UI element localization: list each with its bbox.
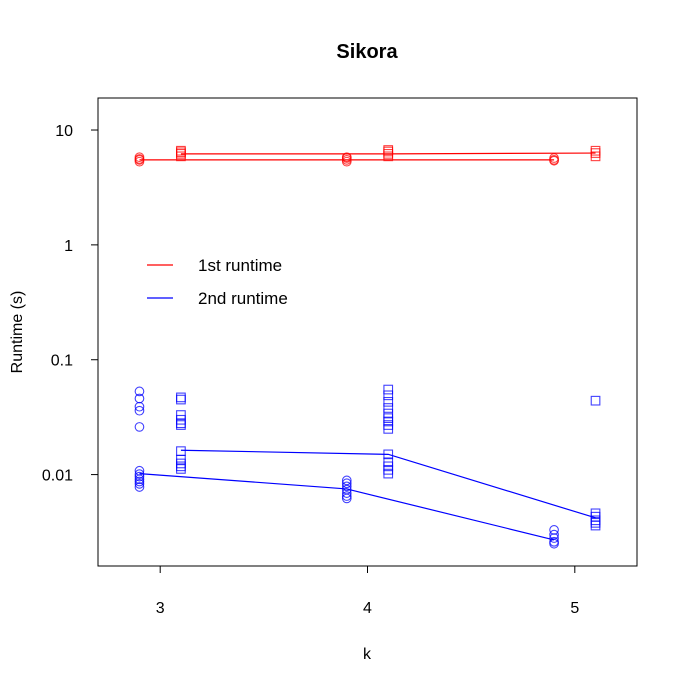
x-tick-label-3: 3 [156,600,165,617]
data-point [134,152,145,163]
series-1-square [176,145,601,162]
chart-title: Sikora [336,41,398,63]
series-line [139,473,555,541]
data-point [383,384,394,395]
data-point [590,395,601,406]
data-point [341,478,352,489]
y-axis-label: Runtime (s) [9,291,26,374]
legend-label-1st-runtime: 1st runtime [198,256,282,275]
data-point [341,475,352,486]
series-3-square [176,384,601,531]
data-point [549,533,559,543]
data-point [134,469,145,479]
data-point [383,403,394,413]
data-point [341,152,352,163]
data-point [590,520,601,531]
x-tick-label-4: 4 [363,600,372,617]
series-2-circle [134,386,559,549]
data-point [176,464,186,474]
plot-frame [97,97,638,567]
data-point [176,420,186,430]
data-point [134,405,145,416]
data-point [590,518,601,528]
series-line [180,152,596,155]
data-point [590,145,601,156]
data-point [134,422,145,432]
data-point [176,461,186,472]
data-point [134,479,145,489]
data-point [383,424,394,434]
series-0-circle [134,152,559,167]
data-point [341,491,352,501]
data-point [383,396,394,407]
data-point [383,390,394,401]
data-point [134,401,145,412]
legend: 1st runtime 2nd runtime [147,256,288,308]
y-tick-label-1: 1 [64,238,73,255]
data-point [176,392,186,403]
data-point [176,394,186,405]
data-point [134,386,145,397]
series-layer [134,145,601,549]
data-point [176,446,186,456]
data-point [134,476,145,487]
data-point [549,538,559,549]
y-tick-label-10: 10 [55,123,73,140]
data-point [176,145,186,156]
data-point [383,468,394,479]
data-point [134,482,145,492]
data-point [134,471,145,482]
data-point [383,449,394,460]
y-tick-label-0.01: 0.01 [42,468,73,485]
axis-layer: 3 4 5 10 1 0.1 0.01 [42,123,579,617]
x-tick-label-5: 5 [570,600,579,617]
y-tick-label-0.1: 0.1 [51,353,73,370]
data-point [341,488,352,498]
data-point [341,481,352,492]
series-line [180,449,596,519]
legend-label-2nd-runtime: 2nd runtime [198,289,288,308]
x-axis-label: k [363,646,372,663]
data-point [341,493,352,504]
data-point [383,145,394,155]
